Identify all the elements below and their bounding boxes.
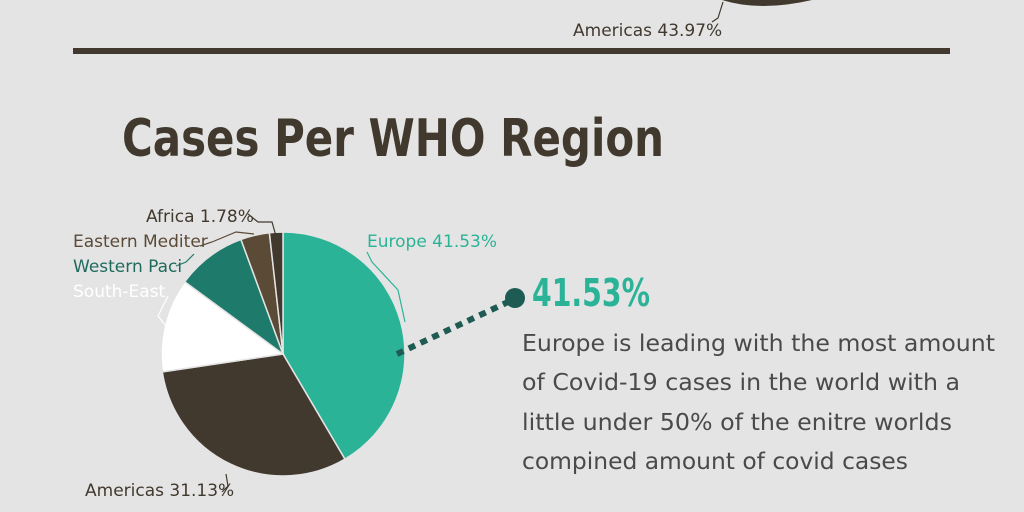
pie-slice-americas bbox=[161, 353, 346, 477]
callout-line-1: Europe is leading with the most amount bbox=[522, 331, 995, 357]
previous-pie-fragment bbox=[722, 0, 812, 6]
western-paci-leader-line bbox=[175, 253, 195, 267]
callout-connector bbox=[395, 299, 510, 357]
callout-value: 41.53% bbox=[532, 271, 650, 315]
callout-line-3: little under 50% of the enitre worlds bbox=[522, 410, 952, 436]
leader-lines bbox=[157, 213, 406, 493]
slice-label-eastern-mediter: Eastern Mediter bbox=[73, 232, 208, 252]
slice-label-western-paci: Western Paci bbox=[73, 257, 182, 277]
callout-line-2: of Covid-19 cases in the world with a bbox=[522, 370, 960, 396]
section-divider bbox=[73, 48, 950, 54]
americas-leader-line bbox=[221, 473, 229, 493]
africa-leader-line bbox=[247, 213, 277, 237]
pie-slice-europe bbox=[282, 231, 406, 461]
pie-chart bbox=[160, 231, 406, 477]
chart-title: Cases Per WHO Region bbox=[122, 109, 664, 169]
slice-label-americas: Americas 31.13% bbox=[85, 481, 234, 501]
south-east-leader-line bbox=[157, 295, 169, 327]
slice-label-africa: Africa 1.78% bbox=[146, 207, 254, 227]
eastern-mediter-leader-line bbox=[199, 231, 255, 247]
callout-dot bbox=[505, 288, 525, 308]
previous-pie-label: Americas 43.97% bbox=[573, 21, 722, 41]
slice-label-europe: Europe 41.53% bbox=[367, 232, 497, 252]
slice-label-south-east: South-East bbox=[73, 282, 166, 302]
europe-leader-line bbox=[366, 251, 406, 323]
pie-slice-africa bbox=[268, 231, 284, 355]
callout-line-4: compined amount of covid cases bbox=[522, 449, 908, 475]
previous-pie-leader-line bbox=[711, 1, 724, 23]
